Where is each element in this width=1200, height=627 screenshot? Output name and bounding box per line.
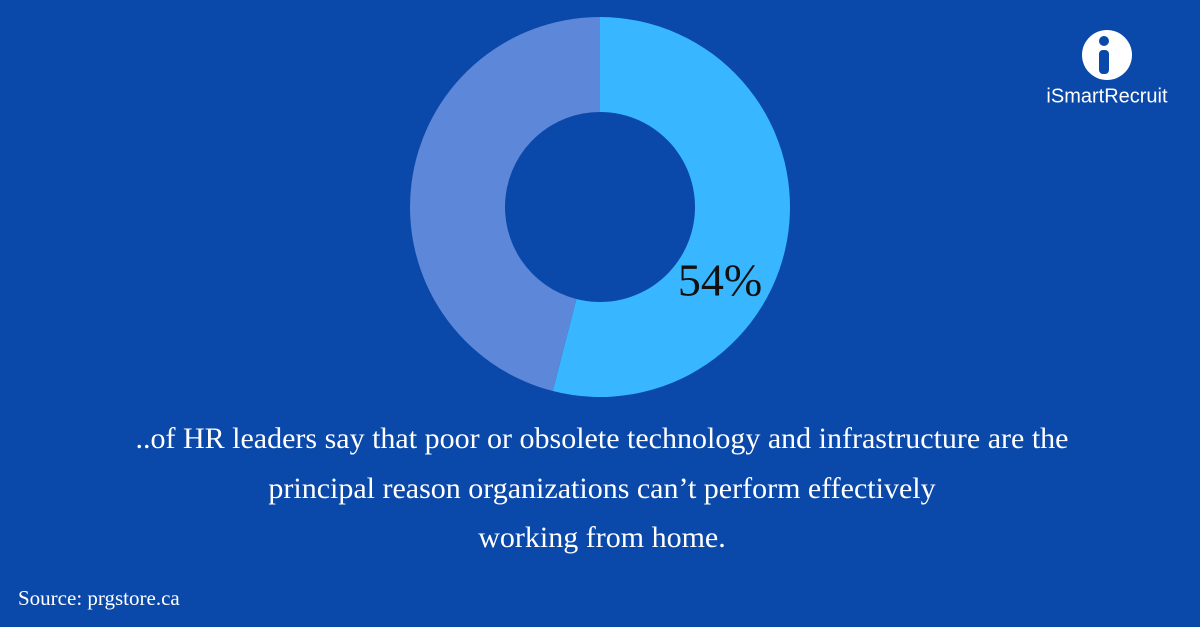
donut-chart: [410, 17, 790, 397]
caption-line: working from home.: [478, 521, 725, 554]
donut-segment: [552, 17, 790, 397]
logo-text: iSmartRecruit: [1046, 85, 1168, 107]
donut-segment: [410, 17, 600, 392]
logo-stem: [1099, 50, 1109, 74]
caption-line: ..of HR leaders say that poor or obsolet…: [135, 422, 1068, 455]
caption-line: principal reason organizations can’t per…: [268, 472, 935, 505]
logo-icon: [1082, 30, 1132, 80]
value-label: 54%: [678, 255, 762, 306]
logo-dot: [1099, 36, 1109, 46]
source: Source: prgstore.ca: [18, 586, 180, 610]
